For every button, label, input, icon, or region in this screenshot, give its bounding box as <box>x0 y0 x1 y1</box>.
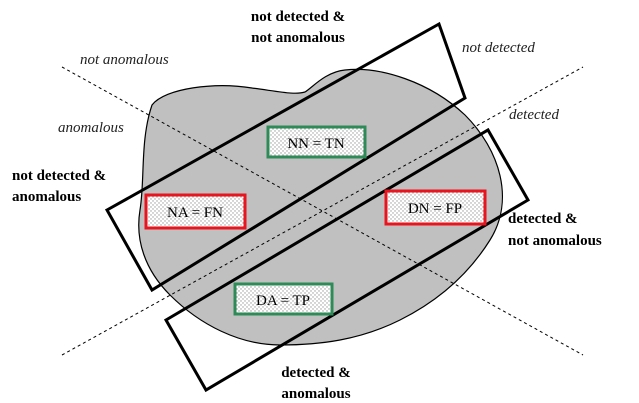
na-region-label-2: anomalous <box>12 189 81 205</box>
dn-region-label-1: detected & <box>508 211 578 227</box>
not-detected-axis-label: not detected <box>462 40 535 56</box>
da-region-label-2: anomalous <box>281 386 350 402</box>
detected-band <box>163 127 531 393</box>
na-region-label-1: not detected & <box>12 168 106 184</box>
data-space-blob <box>138 68 503 346</box>
nn-region-label-1: not detected & <box>251 9 345 25</box>
da-region-label-1: detected & <box>281 365 351 381</box>
dn-cell-label: DN = FP <box>408 201 462 217</box>
dn-cell-box <box>384 189 487 226</box>
nn-cell-label: NN = TN <box>287 136 345 152</box>
anomalous-axis-label: anomalous <box>58 120 124 136</box>
da-cell-label: DA = TP <box>256 293 310 309</box>
da-cell-box <box>233 282 334 316</box>
na-cell-label: NA = FN <box>167 205 223 221</box>
not-detected-band <box>104 21 467 293</box>
nn-region-label-2: not anomalous <box>251 30 345 46</box>
detected-axis-label: detected <box>509 107 559 123</box>
not-anomalous-axis-label: not anomalous <box>80 52 169 68</box>
nn-cell-box <box>266 125 367 159</box>
na-cell-box <box>144 193 247 230</box>
dn-region-label-2: not anomalous <box>508 233 602 249</box>
